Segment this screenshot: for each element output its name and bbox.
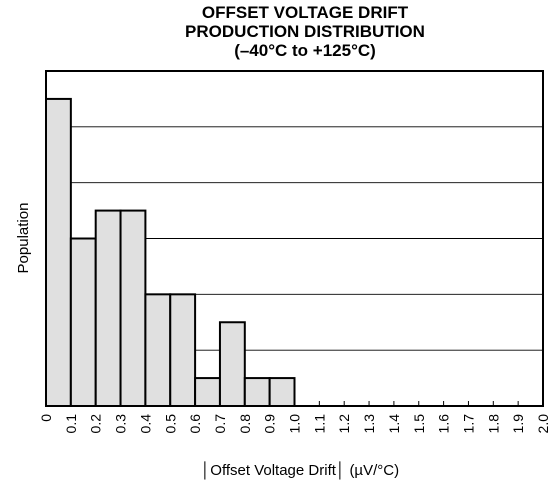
x-tick-label: 1.6	[436, 414, 452, 434]
x-tick-label: 0.1	[63, 414, 79, 434]
histogram-bars	[45, 97, 296, 408]
histogram-bar	[69, 237, 97, 407]
x-tick-label: 0.8	[237, 414, 253, 434]
x-axis-label: │Offset Voltage Drift│ (µV/°C)	[201, 461, 399, 480]
histogram-bar	[45, 97, 72, 408]
x-tick-label: 2.0	[535, 414, 551, 434]
histogram-bar	[268, 377, 296, 408]
x-tick-label: 0	[38, 414, 54, 422]
y-axis-label: Population	[15, 203, 32, 274]
x-tick-label: 1.1	[311, 414, 327, 434]
histogram-bar	[218, 321, 246, 407]
x-tick-label: 1.7	[460, 414, 476, 434]
x-tick-label: 1.3	[361, 414, 377, 434]
x-tick-label: 0.5	[162, 414, 178, 434]
chart-title: OFFSET VOLTAGE DRIFT PRODUCTION DISTRIBU…	[185, 3, 425, 60]
x-tick-label: 0.2	[88, 414, 104, 434]
title-line-2: PRODUCTION DISTRIBUTION	[185, 22, 425, 41]
x-tick-labels: 0 0.1 0.2 0.3 0.4 0.5 0.6 0.7 0.8 0.9 1.0 1.1 1.2 1.3…	[38, 401, 551, 433]
histogram-bar	[94, 209, 122, 407]
x-tick-label: 0.4	[137, 414, 153, 434]
x-tick-label: 0.3	[113, 414, 129, 434]
x-tick-label: 0.6	[187, 414, 203, 434]
histogram-bar	[144, 293, 172, 408]
x-tick-label: 1.0	[287, 414, 303, 434]
histogram-bar	[243, 377, 271, 408]
x-tick-label: 0.7	[212, 414, 228, 434]
x-tick-label: 1.9	[510, 414, 526, 434]
title-line-1: OFFSET VOLTAGE DRIFT	[202, 3, 409, 22]
histogram-bar	[169, 293, 197, 408]
x-tick-label: 1.4	[386, 414, 402, 434]
x-tick-label: 0.9	[262, 414, 278, 434]
title-line-3: (–40°C to +125°C)	[234, 41, 376, 60]
x-tick-label: 1.2	[336, 414, 352, 434]
x-tick-label: 1.8	[485, 414, 501, 434]
x-tick-label: 1.5	[411, 414, 427, 434]
histogram-bar	[119, 209, 147, 407]
histogram-bar	[194, 377, 221, 408]
